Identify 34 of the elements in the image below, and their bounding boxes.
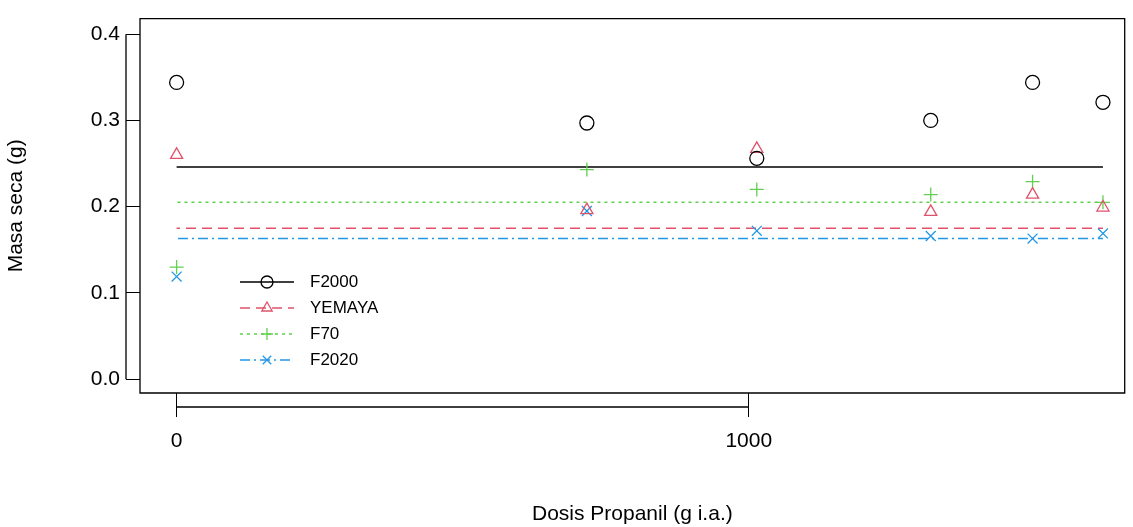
point bbox=[169, 147, 184, 160]
y-tick-label: 0.2 bbox=[90, 193, 120, 217]
y-tick-label: 0.1 bbox=[90, 279, 120, 303]
point bbox=[1095, 194, 1111, 210]
point bbox=[923, 186, 939, 203]
legend-label: YEMAYA bbox=[310, 297, 379, 317]
point bbox=[1095, 94, 1111, 110]
point bbox=[579, 115, 595, 131]
y-tick-label: 0.4 bbox=[90, 20, 121, 44]
point bbox=[168, 259, 185, 275]
point bbox=[1096, 199, 1110, 212]
point bbox=[750, 141, 764, 154]
point bbox=[925, 230, 937, 242]
point bbox=[751, 225, 763, 237]
point bbox=[579, 161, 595, 178]
point bbox=[171, 270, 183, 283]
x-axis-title: Dosis Propanil (g i.a.) bbox=[531, 501, 733, 525]
legend-label: F2000 bbox=[310, 271, 359, 291]
y-tick-label: 0.3 bbox=[90, 107, 120, 131]
point bbox=[924, 204, 938, 216]
point bbox=[1026, 232, 1039, 245]
x-tick-label: 0 bbox=[170, 428, 183, 452]
point bbox=[1097, 227, 1109, 240]
point bbox=[1025, 186, 1040, 199]
y-axis-title: Masa seca (g) bbox=[3, 139, 27, 273]
point bbox=[168, 74, 185, 91]
y-tick-label: 0.0 bbox=[90, 365, 120, 389]
x-tick-label: 1000 bbox=[725, 428, 773, 452]
point bbox=[749, 150, 765, 166]
legend-label: F70 bbox=[310, 323, 340, 343]
legend-label: F2020 bbox=[310, 349, 359, 369]
point bbox=[749, 181, 765, 198]
point bbox=[1024, 74, 1041, 91]
point bbox=[923, 112, 939, 129]
